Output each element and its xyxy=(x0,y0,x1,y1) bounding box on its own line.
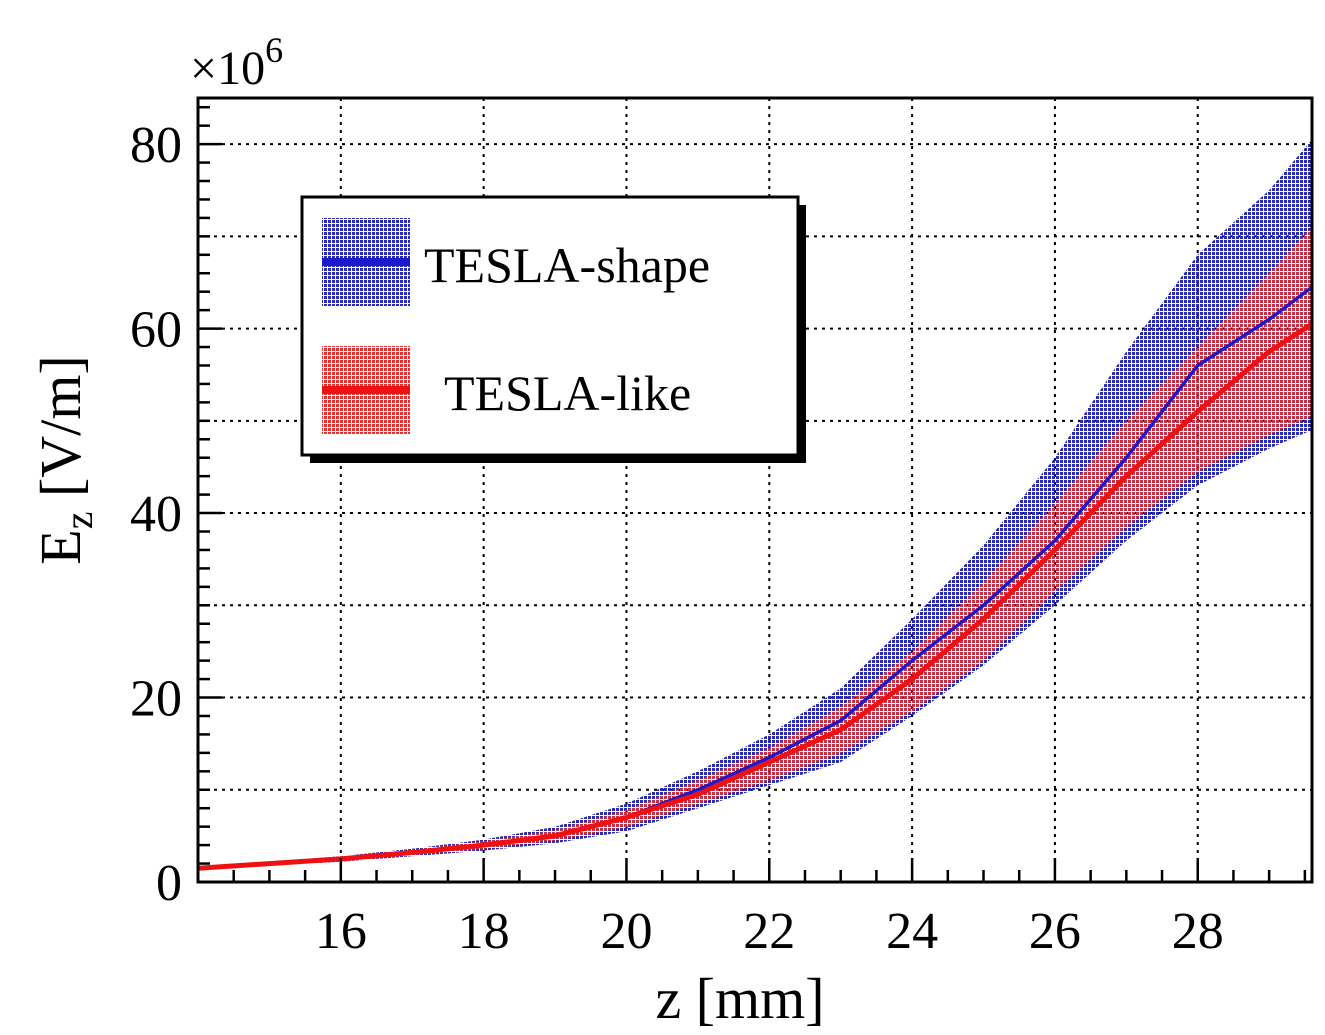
x-tick-label-22: 22 xyxy=(743,903,795,960)
y-tick-label-60: 60 xyxy=(130,302,182,359)
legend: TESLA-shape TESLA-like xyxy=(300,195,806,463)
y-axis-title: Ez [V/m] xyxy=(28,355,101,564)
y-tick-label-80: 80 xyxy=(130,117,182,174)
y-multiplier-exponent: 6 xyxy=(265,30,283,70)
legend-label-tesla-shape: TESLA-shape xyxy=(424,237,710,293)
y-axis-title-unit: [V/m] xyxy=(28,355,93,511)
x-tick-label-24: 24 xyxy=(886,903,938,960)
x-tick-label-18: 18 xyxy=(458,903,510,960)
y-tick-label-20: 20 xyxy=(130,671,182,728)
tick-labels: 16 18 20 22 24 26 28 0 20 40 60 80 xyxy=(130,117,1224,960)
legend-label-tesla-like: TESLA-like xyxy=(444,365,691,421)
x-axis-title: z [mm] xyxy=(655,966,824,1031)
y-axis-title-subscript: z xyxy=(56,512,101,530)
x-tick-label-20: 20 xyxy=(600,903,652,960)
y-tick-label-0: 0 xyxy=(156,855,182,912)
axis-ticks xyxy=(196,105,1307,884)
error-bands xyxy=(198,139,1312,870)
y-axis-title-main: E xyxy=(28,529,93,564)
x-tick-label-16: 16 xyxy=(315,903,367,960)
y-multiplier: ×106 xyxy=(190,30,283,95)
y-multiplier-prefix: ×10 xyxy=(190,42,265,95)
y-tick-label-40: 40 xyxy=(130,486,182,543)
band-tesla-like xyxy=(198,227,1312,870)
x-tick-label-26: 26 xyxy=(1029,903,1081,960)
x-tick-label-28: 28 xyxy=(1172,903,1224,960)
plot-frame xyxy=(196,96,1314,884)
